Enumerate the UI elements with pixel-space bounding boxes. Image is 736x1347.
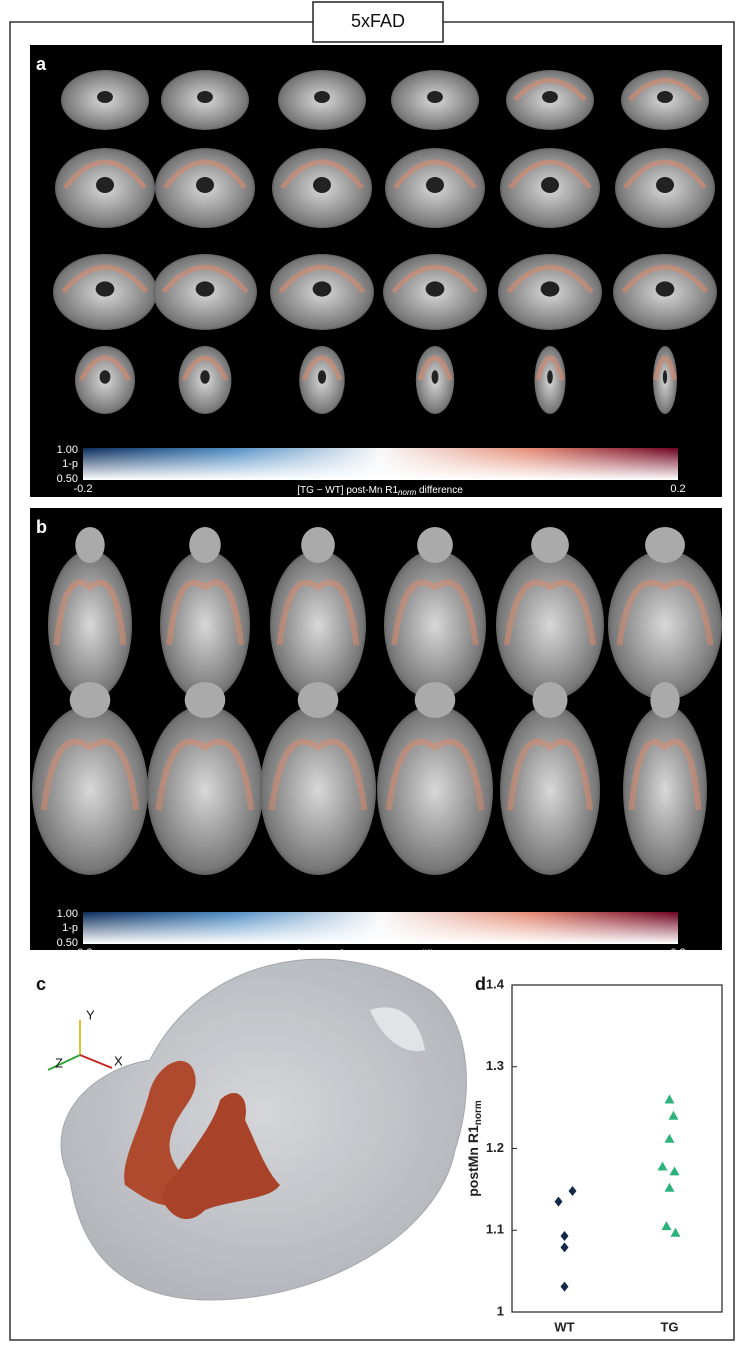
panel-label: d (475, 974, 486, 994)
colorbar-caption: [TG − WT] post-Mn R1norm difference (297, 485, 463, 497)
ventricle (542, 91, 558, 103)
ventricle (426, 281, 445, 296)
ventricle (541, 281, 560, 296)
ventricle (196, 177, 214, 193)
caption-part: norm (398, 952, 417, 961)
axis-name: Y (86, 1007, 95, 1022)
caption-part: [TG − WT] post-Mn R1 (297, 949, 398, 960)
x-tick-label: WT (554, 1319, 574, 1334)
axis-name: X (114, 1053, 123, 1068)
bulb (70, 682, 111, 718)
bulb (531, 527, 569, 563)
page: 5xFAD a b c Y Z X d 1 1.1 1.2 1.3 1.4 postMn … (0, 0, 736, 1342)
data-point (665, 1183, 675, 1192)
colorbar-fade (83, 448, 678, 480)
caption-part: norm (398, 488, 417, 497)
colorbar-tick-label: 1.00 (57, 908, 78, 920)
bulb (650, 682, 679, 718)
ventricle (657, 91, 673, 103)
bulb (417, 527, 453, 563)
bulb (75, 527, 104, 563)
ventricle (541, 177, 559, 193)
axis-triad: Y Z X (48, 1007, 123, 1070)
ventricle (314, 91, 330, 103)
ventricle (313, 281, 332, 296)
data-point (662, 1221, 672, 1230)
label-part: norm (473, 1100, 484, 1125)
ventricle (656, 281, 675, 296)
data-point (561, 1242, 569, 1252)
data-point (671, 1228, 681, 1237)
y-axis-label: postMn R1norm (465, 1100, 484, 1197)
ventricle (96, 281, 115, 296)
ventricle (197, 91, 213, 103)
ventricle (200, 370, 210, 384)
label-part: postMn R1 (465, 1125, 481, 1197)
ventricle (426, 177, 444, 193)
data-point (665, 1094, 675, 1103)
ventricle (427, 91, 443, 103)
figure: 5xFAD a b c Y Z X d 1 1.1 1.2 1.3 1.4 postMn … (0, 0, 736, 1342)
data-point (670, 1166, 680, 1175)
ventricle (96, 177, 114, 193)
colorbar-fade (83, 912, 678, 944)
y-tick-label: 1 (497, 1303, 504, 1318)
bulb (298, 682, 339, 718)
colorbar-tick-label: 0.2 (670, 947, 685, 959)
panel-label: c (36, 974, 46, 994)
ventricle (313, 177, 331, 193)
data-point (569, 1186, 577, 1196)
colorbar-tick-label: -0.2 (74, 947, 93, 959)
ventricle (432, 370, 439, 384)
colorbar-tick-label: 1-p (62, 458, 78, 470)
y-tick-label: 1.4 (486, 976, 505, 991)
bulb (301, 527, 335, 563)
colorbar-tick-label: 0.2 (670, 483, 685, 495)
colorbar-caption: [TG − WT] post-Mn R1norm difference (297, 949, 463, 961)
data-point (561, 1282, 569, 1292)
ventricle (97, 91, 113, 103)
bulb (533, 682, 568, 718)
y-tick-label: 1.2 (486, 1140, 504, 1155)
panel-label: a (36, 54, 47, 74)
ventricle (318, 370, 326, 384)
ventricle (663, 370, 667, 384)
colorbar-tick-label: 1-p (62, 922, 78, 934)
ventricle (100, 370, 111, 384)
ventricle (656, 177, 674, 193)
bulb (645, 527, 685, 563)
y-tick-label: 1.3 (486, 1058, 504, 1073)
plot-frame (512, 985, 722, 1312)
axis-name: Z (55, 1055, 63, 1070)
data-point (665, 1134, 675, 1143)
bulb (415, 682, 456, 718)
data-point (669, 1111, 679, 1120)
caption-part: difference (416, 949, 463, 960)
data-point (561, 1231, 569, 1241)
data-point (658, 1161, 668, 1170)
colorbar-tick-label: 1.00 (57, 444, 78, 456)
bulb (189, 527, 221, 563)
colorbar-tick-label: -0.2 (74, 483, 93, 495)
caption-part: [TG − WT] post-Mn R1 (297, 485, 398, 496)
caption-part: difference (416, 485, 463, 496)
y-tick-label: 1.1 (486, 1222, 504, 1237)
x-tick-label: TG (660, 1319, 678, 1334)
panel-c: c Y Z X (36, 959, 466, 1300)
scatter-plot: 1 1.1 1.2 1.3 1.4 postMn R1norm WT TG (465, 976, 722, 1334)
panel-label: b (36, 517, 47, 537)
bulb (185, 682, 226, 718)
ventricle (196, 281, 215, 296)
data-point (555, 1197, 563, 1207)
panel-b-background (30, 508, 722, 950)
ventricle (547, 370, 553, 384)
brain-surface (61, 959, 466, 1300)
figure-title: 5xFAD (351, 11, 405, 31)
